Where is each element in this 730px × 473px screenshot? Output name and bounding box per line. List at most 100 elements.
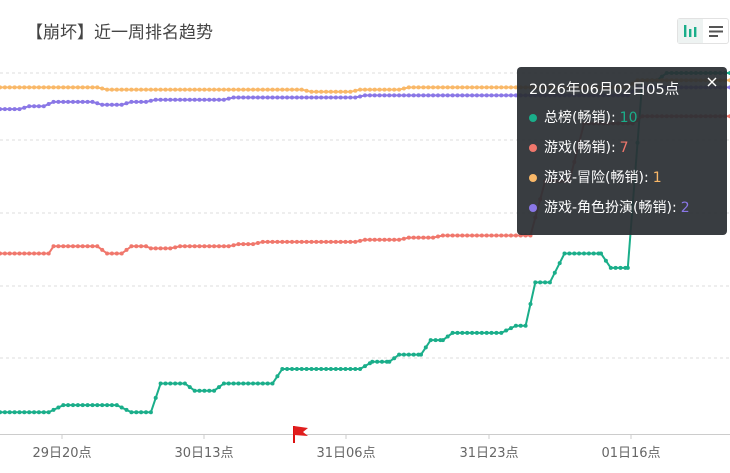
data-point (46, 251, 51, 256)
data-point (367, 237, 372, 242)
data-point (236, 242, 241, 247)
data-point (406, 352, 411, 357)
data-point (290, 87, 294, 92)
tooltip-separator: : (643, 170, 649, 186)
data-point (80, 99, 85, 104)
data-point (95, 403, 100, 408)
data-point (348, 367, 353, 371)
data-point (299, 367, 304, 371)
tooltip-series-label: 游戏-冒险(畅销) (544, 170, 644, 186)
tooltip-series-value: 2 (680, 200, 690, 216)
data-point (265, 239, 270, 244)
tooltip-row: 游戏-角色扮演(畅销):2 (529, 193, 715, 223)
data-point (168, 87, 173, 92)
chart-view-button[interactable] (678, 19, 703, 43)
data-point (36, 251, 41, 256)
data-point (231, 243, 236, 248)
data-point (304, 88, 309, 93)
data-point (445, 85, 450, 90)
data-point (12, 85, 17, 90)
data-point (275, 374, 280, 379)
data-point (241, 381, 246, 386)
data-point (428, 338, 433, 343)
data-point (294, 367, 299, 371)
data-point (460, 233, 465, 238)
data-point (421, 235, 426, 240)
data-point (504, 85, 509, 90)
data-point (319, 89, 324, 94)
data-point (114, 102, 119, 107)
data-point (397, 87, 402, 92)
data-point (231, 87, 236, 92)
data-point (41, 410, 46, 415)
data-point (0, 107, 2, 112)
data-point (504, 328, 509, 333)
data-point (484, 93, 489, 98)
data-point (129, 99, 134, 104)
data-point (260, 381, 265, 386)
data-point (246, 87, 251, 92)
data-point (455, 233, 460, 238)
data-point (433, 338, 438, 343)
data-point (17, 251, 22, 256)
data-point (436, 93, 440, 98)
data-point (421, 85, 426, 90)
data-point (387, 237, 392, 242)
data-point (275, 95, 280, 100)
data-point (285, 367, 290, 371)
data-point (465, 93, 470, 98)
data-point (328, 367, 333, 371)
data-point (95, 244, 100, 249)
data-point (479, 330, 484, 335)
data-point (324, 89, 329, 94)
data-point (192, 244, 197, 249)
data-point (207, 244, 212, 249)
data-point (397, 237, 402, 242)
data-point (202, 87, 207, 92)
data-point (513, 323, 518, 328)
data-point (309, 367, 314, 371)
data-point (75, 85, 80, 90)
data-point (260, 239, 265, 244)
data-point (392, 356, 397, 361)
data-point (109, 403, 114, 408)
data-point (411, 93, 416, 98)
data-point (129, 244, 134, 249)
data-point (372, 93, 377, 98)
list-view-button[interactable] (703, 19, 728, 43)
tooltip-row: 游戏(畅销):7 (529, 133, 715, 163)
data-point (139, 244, 144, 249)
data-point (421, 93, 426, 98)
data-point (207, 97, 212, 102)
data-point (294, 95, 299, 100)
close-icon[interactable] (705, 75, 719, 89)
data-point (192, 97, 197, 102)
data-point (586, 251, 591, 256)
data-point (367, 93, 372, 98)
data-point (494, 93, 499, 98)
data-point (265, 87, 270, 92)
data-point (7, 107, 12, 112)
data-point (552, 270, 557, 275)
data-point (168, 246, 173, 251)
data-point (41, 251, 46, 256)
data-point (236, 95, 241, 100)
data-point (75, 244, 80, 249)
data-point (618, 265, 623, 270)
data-point (80, 244, 85, 249)
data-point (163, 87, 168, 92)
data-point (353, 88, 358, 93)
x-tick-label: 30日13点 (174, 446, 233, 461)
data-point (401, 236, 406, 241)
data-point (499, 85, 504, 90)
data-point (304, 239, 309, 244)
data-point (124, 247, 129, 252)
page-title: 【崩坏】近一周排名趋势 (26, 23, 213, 43)
data-point (353, 95, 358, 100)
data-point (163, 97, 168, 102)
data-point (56, 405, 61, 410)
data-point (499, 93, 504, 98)
flag-icon[interactable] (290, 424, 312, 444)
data-point (221, 381, 226, 386)
data-point (134, 87, 139, 92)
